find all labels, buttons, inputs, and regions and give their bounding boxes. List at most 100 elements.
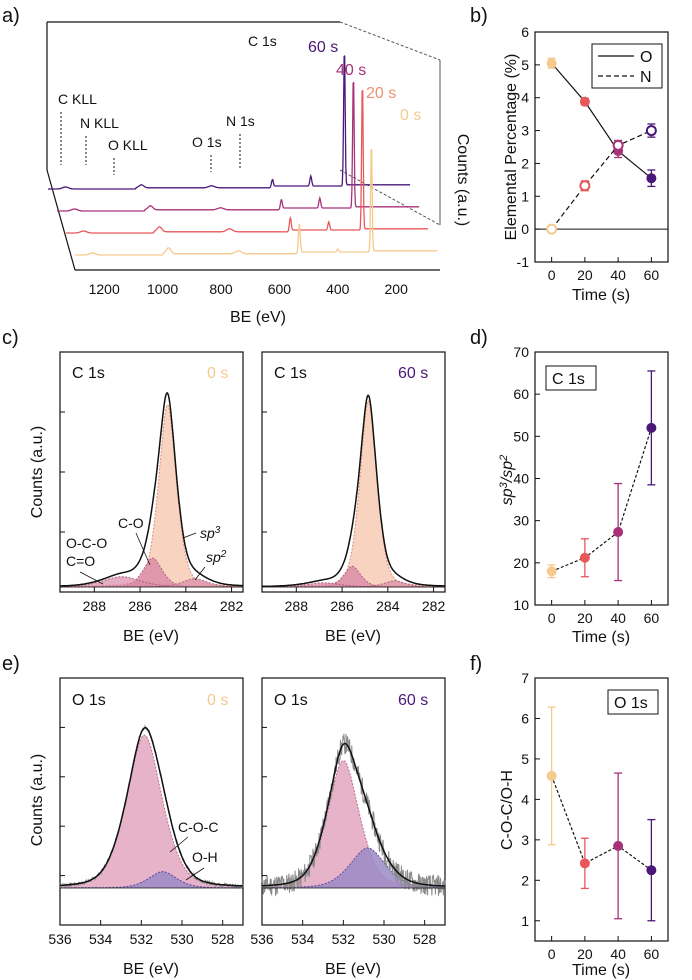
o1s-box-label: O 1s <box>614 695 648 712</box>
series-line-O <box>551 62 652 179</box>
annotation-o-h-leader <box>185 867 205 881</box>
x-tick-label: 286 <box>128 598 152 614</box>
c1s-right-x-axis-label: BE (eV) <box>325 628 381 645</box>
x-tick-label: 532 <box>332 931 356 947</box>
data-point-O <box>579 96 590 107</box>
x-tick-label: 0 <box>548 610 556 626</box>
o1s-left-element-label: O 1s <box>72 692 106 709</box>
y-tick-label: 60 <box>513 386 529 402</box>
x-axis-label: Time (s) <box>572 287 630 304</box>
x-tick-label: 536 <box>48 931 72 947</box>
legend-label-N: N <box>640 69 652 86</box>
y-tick-label: -1 <box>517 254 530 270</box>
annotation-c-o-c: C-O-C <box>178 819 218 835</box>
x-axis-label: Time (s) <box>572 962 630 979</box>
annotation-sp3: sp3 <box>200 525 221 541</box>
raw-spectrum <box>261 733 446 897</box>
panel-label-a: a) <box>2 5 20 27</box>
y-axis-label: sp3/sp2 <box>498 455 516 506</box>
panel-label-d: d) <box>470 327 488 349</box>
annotation-occo-leader <box>79 571 104 585</box>
x-tick-label: 1000 <box>147 281 178 297</box>
y-axis-label: C-O-C/O-H <box>499 770 516 850</box>
x-tick-label: 60 <box>644 267 660 283</box>
component-fill <box>262 566 445 587</box>
component-fill <box>262 582 445 587</box>
c1s-spectra-panel: 288 286 284 282 288 286 284 282 C 1s 0 s C 1s 6… <box>29 351 446 645</box>
x-tick-label: 1200 <box>89 281 120 297</box>
trend-line <box>551 427 652 572</box>
fit-envelope <box>261 394 446 588</box>
x-tick-label: 534 <box>89 931 113 947</box>
trend-line <box>551 775 652 871</box>
x-tick-label: 282 <box>220 598 244 614</box>
component-fill <box>262 400 445 587</box>
panel-label-e: e) <box>2 653 20 675</box>
y-tick-label: 2 <box>521 155 529 171</box>
x-tick-label: 40 <box>610 610 626 626</box>
x-tick-label: 60 <box>644 610 660 626</box>
sp3-sp2-ratio-panel: 0 20 40 60 10 20 30 40 50 60 70 C 1s Time (s) sp3/… <box>498 344 669 646</box>
y-tick-label: 30 <box>513 513 529 529</box>
annotation-sp2: sp2 <box>206 549 227 565</box>
x-tick-label: 200 <box>385 281 409 297</box>
peak-label: C KLL <box>58 91 97 107</box>
series-label-40s: 40 s <box>336 62 366 79</box>
series-label-60s: 60 s <box>308 39 338 56</box>
panel-label-f: f) <box>470 653 482 675</box>
annotation-o-h: O-H <box>192 849 218 865</box>
plot-frame <box>534 31 669 263</box>
data-point-N <box>612 139 624 151</box>
component-fill <box>262 580 445 587</box>
y-tick-label: 70 <box>513 344 529 360</box>
c1s-left-time-label: 0 s <box>207 365 228 382</box>
x-tick-label: 534 <box>291 931 315 947</box>
o1s-0s-frame <box>59 677 244 926</box>
fit-envelope <box>261 742 446 887</box>
panel-label-b: b) <box>470 5 488 27</box>
survey-spectrum-40s <box>57 81 420 212</box>
annotation-c-o-leader <box>135 532 151 566</box>
y-tick-label: 3 <box>521 832 529 848</box>
y-tick-label: 1 <box>521 188 529 204</box>
c1s-box-label: C 1s <box>552 371 585 388</box>
y-tick-label: 10 <box>513 597 529 613</box>
data-point <box>546 566 557 577</box>
survey-spectrum-60s <box>48 55 411 190</box>
component-fill <box>60 578 243 587</box>
fit-envelope <box>60 727 244 887</box>
c1s-y-axis-label: Counts (a.u.) <box>29 426 46 518</box>
o1s-box <box>607 689 659 715</box>
o1s-spectra-panel: 536 534 532 530 528 536 534 532 530 528 O 1s 0 s … <box>29 677 446 978</box>
annotation-c-eq-o: C=O <box>66 553 95 569</box>
o1s-left-x-axis-label: BE (eV) <box>123 961 179 978</box>
x-tick-label: 286 <box>330 598 354 614</box>
component-line <box>60 734 244 887</box>
data-point <box>579 858 590 869</box>
back-wall-top-right-dashed <box>339 21 441 61</box>
x-tick-label: 800 <box>209 281 233 297</box>
x-tick-label: 288 <box>285 598 309 614</box>
o1s-60s-frame <box>261 677 446 926</box>
x-tick-label: 528 <box>211 931 235 947</box>
x-tick-label: 536 <box>250 931 274 947</box>
component-fill <box>60 576 243 587</box>
annotation-c-o-c-leader <box>169 836 189 853</box>
x-tick-label: 530 <box>372 931 396 947</box>
x-axis-label: Time (s) <box>572 629 630 646</box>
peak-label: C 1s <box>248 33 277 49</box>
x-tick-label: 20 <box>577 610 593 626</box>
x-tick-label: 288 <box>83 598 107 614</box>
y-tick-label: 40 <box>513 471 529 487</box>
o1s-left-time-label: 0 s <box>207 692 228 709</box>
x-tick-label: 20 <box>577 946 593 962</box>
o1s-right-time-label: 60 s <box>398 692 428 709</box>
component-fill <box>60 735 243 888</box>
coc-oh-ratio-panel: 0 20 40 60 1 2 3 4 5 6 7 O 1s Time (s) C-O-C/O-H <box>499 670 669 979</box>
data-point-N <box>579 180 591 192</box>
x-tick-label: 600 <box>268 281 292 297</box>
y-tick-label: 6 <box>521 24 529 40</box>
x-tick-label: 60 <box>644 946 660 962</box>
plot-frame <box>534 677 669 942</box>
